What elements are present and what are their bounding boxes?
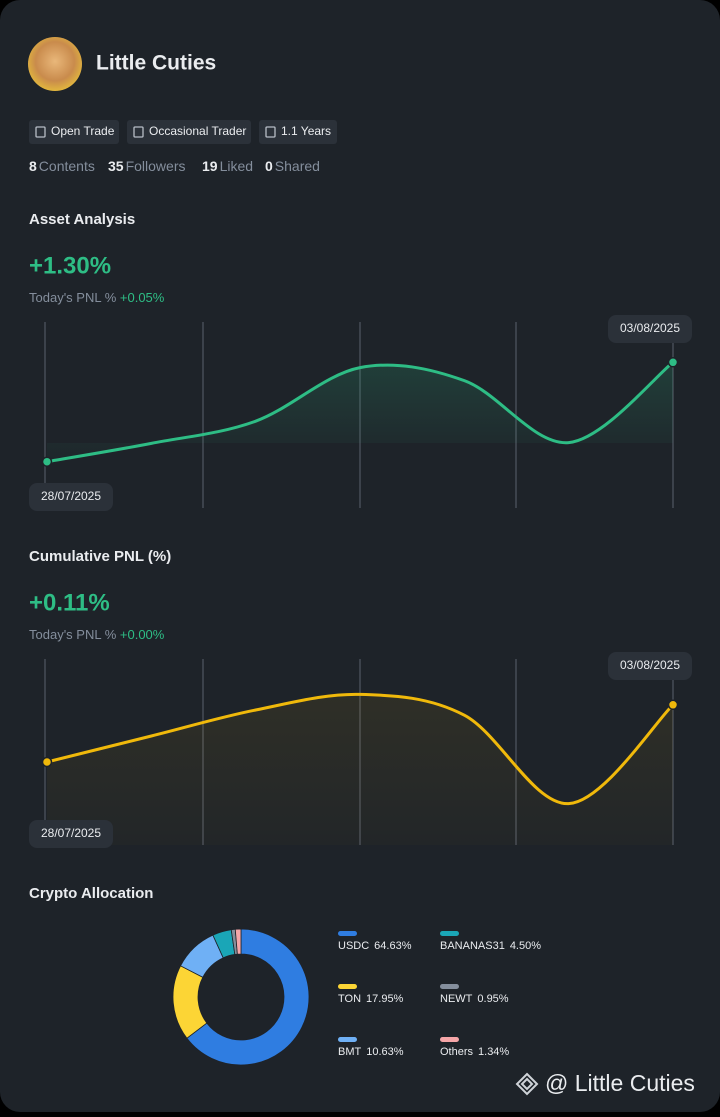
legend-value: 64.63% bbox=[374, 940, 412, 952]
legend-name: Others bbox=[440, 1046, 474, 1058]
legend-swatch bbox=[440, 984, 459, 989]
donut-slice bbox=[234, 928, 242, 955]
pnl-value: +0.00% bbox=[120, 627, 165, 642]
logo bbox=[515, 1072, 539, 1096]
tag-bg bbox=[127, 120, 251, 144]
section-title: Crypto Allocation bbox=[29, 885, 153, 902]
stat-label: Followers bbox=[126, 158, 186, 174]
stat: 19 Liked bbox=[202, 158, 253, 174]
big-value: +1.30% bbox=[29, 252, 111, 279]
tag-bg bbox=[29, 120, 119, 144]
date-label: 03/08/2025 bbox=[620, 658, 680, 672]
tag-label: Open Trade bbox=[51, 124, 115, 138]
legend-label: BANANAS31 4.50% bbox=[440, 940, 541, 952]
username: Little Cuties bbox=[96, 52, 216, 75]
legend-label: USDC 64.63% bbox=[338, 940, 412, 952]
donut-slice bbox=[186, 928, 310, 1066]
legend-value: 17.95% bbox=[366, 993, 404, 1005]
tag-label: Occasional Trader bbox=[149, 124, 246, 138]
legend-swatch bbox=[338, 1037, 357, 1042]
tag-icon bbox=[265, 126, 276, 138]
end-point bbox=[41, 756, 53, 768]
line bbox=[46, 361, 674, 464]
date-label: 28/07/2025 bbox=[41, 826, 101, 840]
tag-icon bbox=[133, 126, 144, 138]
pnl-label: Today's PNL % +0.05% bbox=[29, 290, 165, 305]
legend-label: BMT 10.63% bbox=[338, 1046, 404, 1058]
end-point bbox=[41, 456, 53, 467]
legend-swatch bbox=[338, 984, 357, 989]
tag-icon bbox=[35, 126, 46, 138]
stat: 8 Contents bbox=[29, 158, 95, 174]
legend-label: Others 1.34% bbox=[440, 1046, 509, 1058]
stat: 35 Followers bbox=[108, 158, 185, 174]
tag-label: 1.1 Years bbox=[281, 124, 331, 138]
legend-swatch bbox=[440, 1037, 459, 1042]
end-point bbox=[667, 699, 679, 711]
legend-name: BANANAS31 bbox=[440, 940, 505, 952]
date-label: 03/08/2025 bbox=[620, 321, 680, 335]
stat-value: 35 bbox=[108, 158, 124, 174]
legend-name: BMT bbox=[338, 1046, 362, 1058]
stat-value: 19 bbox=[202, 158, 218, 174]
date-tooltip bbox=[29, 483, 113, 511]
section-title: Cumulative PNL (%) bbox=[29, 548, 171, 565]
stat: 0 Shared bbox=[265, 158, 320, 174]
pnl-value: +0.05% bbox=[120, 290, 165, 305]
avatar[interactable] bbox=[28, 37, 82, 91]
legend-value: 10.63% bbox=[366, 1046, 404, 1058]
legend-label: NEWT 0.95% bbox=[440, 993, 509, 1005]
legend-swatch bbox=[440, 931, 459, 936]
legend-label: TON 17.95% bbox=[338, 993, 404, 1005]
stat-value: 8 bbox=[29, 158, 37, 174]
stat-label: Shared bbox=[275, 158, 320, 174]
legend-value: 4.50% bbox=[510, 940, 541, 952]
area bbox=[47, 362, 673, 462]
stat-value: 0 bbox=[265, 158, 273, 174]
watermark: @ Little Cuties bbox=[545, 1070, 695, 1096]
date-tooltip bbox=[29, 820, 113, 848]
pnl-label-text: Today's PNL % bbox=[29, 627, 117, 642]
legend-name: USDC bbox=[338, 940, 369, 952]
pnl-label: Today's PNL % +0.00% bbox=[29, 627, 165, 642]
stat-label: Contents bbox=[39, 158, 95, 174]
legend-value: 1.34% bbox=[478, 1046, 509, 1058]
tag-bg bbox=[259, 120, 337, 144]
legend-name: TON bbox=[338, 993, 361, 1005]
section-title: Asset Analysis bbox=[29, 211, 135, 228]
stat-label: Liked bbox=[220, 158, 253, 174]
date-label: 28/07/2025 bbox=[41, 489, 101, 503]
area bbox=[47, 694, 673, 845]
pnl-label-text: Today's PNL % bbox=[29, 290, 117, 305]
date-tooltip bbox=[608, 315, 692, 343]
date-tooltip bbox=[608, 652, 692, 680]
legend-value: 0.95% bbox=[477, 993, 508, 1005]
legend-name: NEWT bbox=[440, 993, 473, 1005]
line bbox=[46, 692, 675, 806]
end-point bbox=[667, 357, 679, 368]
legend-swatch bbox=[338, 931, 357, 936]
big-value: +0.11% bbox=[29, 589, 110, 616]
